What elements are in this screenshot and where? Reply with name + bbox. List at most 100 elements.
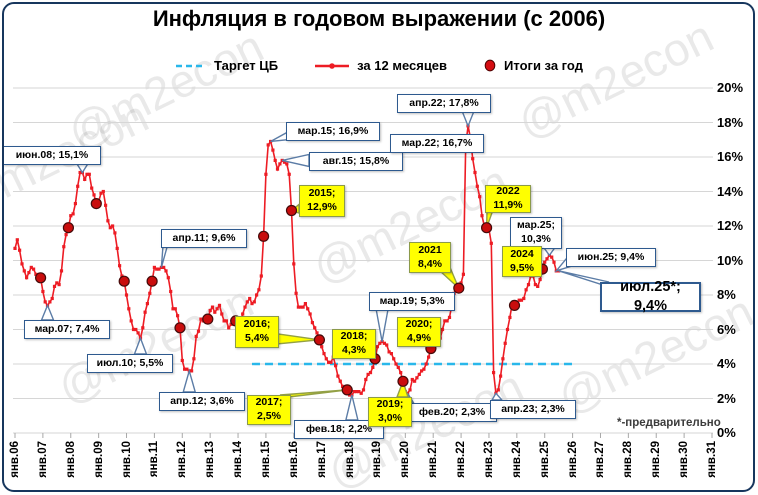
- month-marker: [13, 246, 17, 250]
- month-marker: [180, 358, 184, 363]
- callout-wedge: [270, 132, 298, 143]
- month-marker: [255, 293, 259, 297]
- month-marker: [501, 357, 505, 361]
- month-marker: [413, 379, 417, 383]
- annual-dot: [425, 342, 437, 355]
- annual-dot: [202, 313, 214, 325]
- callout-wedge: [40, 303, 55, 321]
- month-marker: [243, 305, 247, 309]
- legend-item-target: Таргет ЦБ: [175, 58, 278, 73]
- month-marker: [410, 377, 414, 382]
- month-marker: [41, 289, 45, 294]
- month-marker: [136, 331, 140, 335]
- legend-item-annual: Итоги за год: [483, 58, 583, 73]
- month-marker: [324, 357, 328, 361]
- month-marker: [315, 331, 319, 335]
- month-marker: [387, 350, 391, 354]
- annual-dot: [258, 230, 270, 242]
- callout-wedge: [375, 308, 389, 342]
- month-marker: [43, 300, 47, 304]
- month-marker: [18, 248, 22, 252]
- month-marker: [533, 283, 537, 287]
- month-marker: [227, 326, 231, 330]
- annual-dot: [536, 263, 549, 275]
- month-marker: [287, 172, 291, 176]
- callout-wedge: [279, 389, 348, 398]
- month-marker: [113, 231, 117, 235]
- month-marker: [118, 264, 122, 268]
- month-marker: [285, 162, 289, 166]
- month-marker: [273, 158, 277, 162]
- month-marker: [459, 281, 463, 285]
- month-marker: [152, 265, 156, 269]
- month-marker: [129, 319, 133, 323]
- month-marker: [76, 184, 80, 188]
- month-marker: [471, 157, 475, 161]
- month-marker: [220, 312, 224, 316]
- legend-label-series: за 12 месяцев: [357, 58, 448, 73]
- month-marker: [90, 186, 94, 190]
- month-marker: [217, 303, 222, 307]
- month-marker: [461, 272, 465, 276]
- month-marker: [478, 195, 482, 199]
- month-marker: [545, 257, 549, 261]
- month-marker: [85, 172, 89, 176]
- callout-wedge: [182, 368, 197, 393]
- month-marker: [248, 296, 252, 301]
- month-marker: [331, 355, 335, 359]
- month-marker: [320, 345, 324, 349]
- month-marker: [48, 300, 52, 304]
- month-marker: [415, 376, 419, 380]
- month-marker: [55, 281, 59, 285]
- month-marker: [101, 189, 105, 194]
- month-marker: [131, 327, 136, 332]
- month-marker: [313, 326, 317, 330]
- month-marker: [32, 267, 36, 271]
- month-marker: [468, 136, 472, 140]
- callout-wedge: [160, 245, 169, 268]
- month-marker: [143, 310, 147, 314]
- month-marker: [87, 172, 91, 176]
- month-marker: [427, 355, 431, 359]
- month-marker: [241, 312, 245, 316]
- month-marker: [62, 245, 66, 249]
- month-marker: [71, 212, 75, 216]
- callout-wedge: [276, 333, 320, 345]
- month-marker: [115, 246, 119, 250]
- month-marker: [171, 307, 175, 311]
- month-marker: [505, 327, 510, 332]
- month-marker: [475, 184, 479, 188]
- month-marker: [257, 288, 261, 292]
- month-marker: [213, 310, 217, 314]
- month-marker: [210, 305, 215, 309]
- month-marker: [108, 226, 112, 230]
- month-marker: [78, 170, 82, 175]
- month-marker: [359, 391, 363, 395]
- month-marker: [57, 283, 61, 287]
- month-marker: [176, 314, 180, 318]
- month-marker: [440, 327, 445, 332]
- month-marker: [394, 362, 398, 366]
- annual-dot: [508, 299, 521, 311]
- month-marker: [59, 269, 64, 273]
- annual-dot: [285, 204, 298, 217]
- month-marker: [52, 284, 57, 288]
- month-marker: [361, 388, 366, 392]
- month-marker: [271, 148, 275, 152]
- annual-dot: [313, 334, 325, 346]
- month-marker: [424, 362, 428, 366]
- month-marker: [322, 352, 326, 356]
- month-marker: [127, 307, 131, 311]
- month-marker: [275, 167, 280, 171]
- chart-title: Инфляция в годовом выражении (с 2006): [152, 6, 606, 31]
- annual-dot: [369, 353, 381, 365]
- month-marker: [378, 341, 382, 345]
- month-marker: [327, 360, 331, 364]
- month-marker: [375, 345, 379, 349]
- series-line-icon: [315, 62, 350, 69]
- target-dash-icon: [176, 64, 207, 67]
- month-marker: [25, 276, 29, 280]
- month-marker: [389, 352, 393, 356]
- month-marker: [245, 300, 249, 304]
